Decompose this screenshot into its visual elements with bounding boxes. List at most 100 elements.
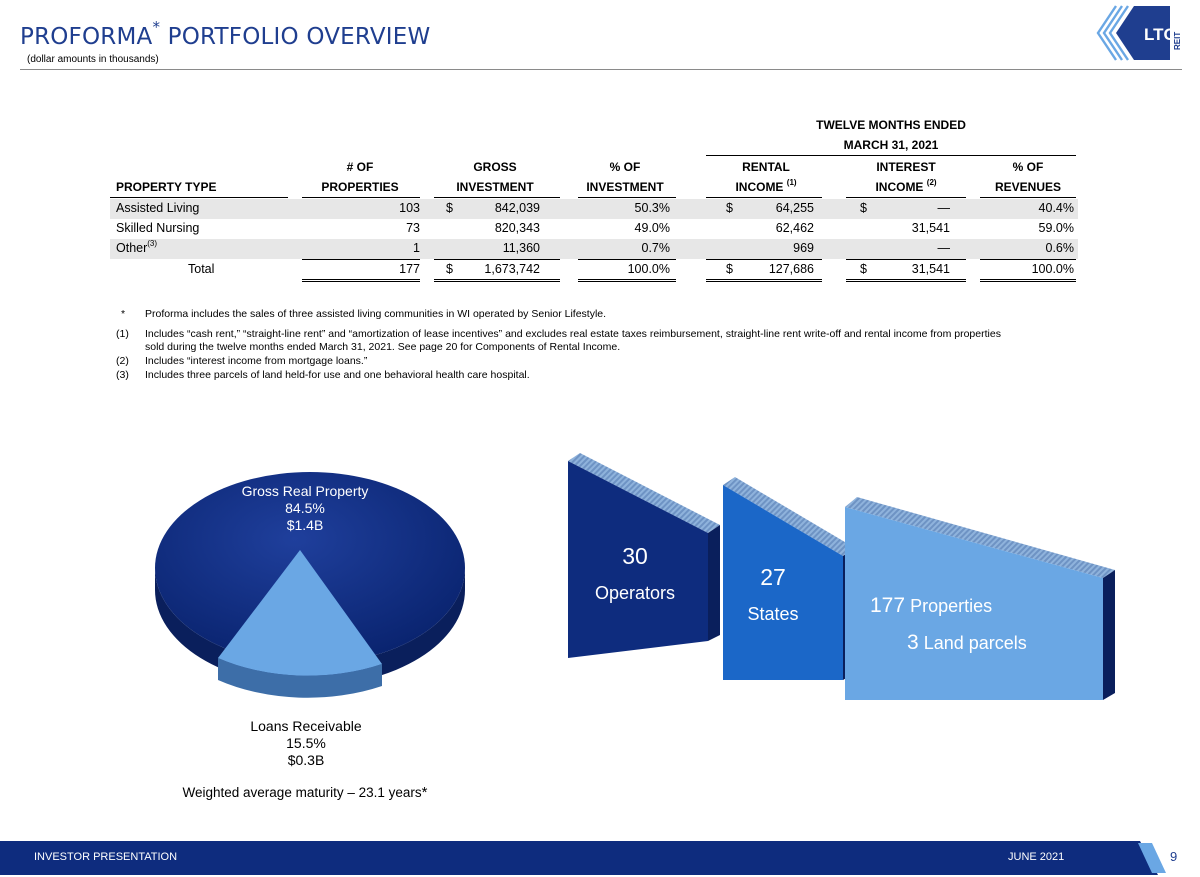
cell-interest-income: — [937, 241, 951, 255]
cell-pct-investment: 49.0% [634, 221, 670, 235]
footer-date: JUNE 2021 [1008, 851, 1065, 863]
properties-block-top [845, 497, 1115, 578]
col-header-interest-top: INTEREST [876, 160, 936, 174]
col-header-pct-top: % OF [609, 160, 641, 174]
operators-block-side [708, 525, 720, 641]
total-pct-investment: 100.0% [627, 262, 670, 276]
col-header-pct-investment: INVESTMENT [586, 180, 664, 194]
cell-pct-investment: 50.3% [634, 201, 670, 215]
header-underline [706, 197, 822, 198]
row-label-assisted-living: Assisted Living [116, 201, 200, 215]
col-header-rental-top: RENTAL [742, 160, 790, 174]
subtotal-rule [846, 259, 966, 260]
cell-rental-income: 64,255 [775, 201, 814, 215]
cell-dollar-sign: $ [860, 262, 867, 276]
footer-presentation-label: INVESTOR PRESENTATION [34, 851, 178, 863]
col-header-gross-investment: INVESTMENT [456, 180, 534, 194]
footnote-text: Proforma includes the sales of three ass… [145, 308, 607, 320]
cell-gross-investment: 820,343 [494, 221, 540, 235]
cell-interest-income: — [937, 201, 951, 215]
operators-label: Operators [594, 583, 676, 603]
cell-dollar-sign: $ [446, 262, 453, 276]
land-parcels-count: 3 [907, 631, 919, 654]
properties-label: Properties [910, 596, 993, 616]
footnote-mark: (2) [116, 355, 129, 367]
group-header-line1: TWELVE MONTHS ENDED [816, 118, 966, 132]
header-underline [980, 197, 1076, 198]
col-header-pct-revenues: REVENUES [994, 180, 1062, 194]
row-band [110, 199, 1078, 219]
operators-block-top [568, 453, 720, 533]
logo-text: LTC [1144, 25, 1176, 44]
col-header-interest-income: INCOME (2) [875, 178, 937, 194]
subtotal-rule [302, 259, 420, 260]
operators-block [568, 461, 708, 658]
header-underline [846, 197, 966, 198]
col-header-properties-top: # OF [346, 160, 374, 174]
header-underline [434, 197, 560, 198]
land-parcels-label: Land parcels [923, 633, 1027, 653]
subtotal-rule [578, 259, 676, 260]
total-pct-revenues: 100.0% [1031, 262, 1074, 276]
footnote-text: Includes “interest income from mortgage … [145, 355, 368, 367]
footer-bar [0, 841, 1166, 875]
pie-slice-loans-receivable [218, 550, 382, 676]
portfolio-table: TWELVE MONTHS ENDED MARCH 31, 2021 PROPE… [110, 0, 1078, 300]
total-gross-investment: 1,673,742 [484, 262, 540, 276]
footnote-text: Includes three parcels of land held-for … [145, 369, 530, 381]
cell-dollar-sign: $ [726, 262, 733, 276]
states-block [723, 485, 843, 680]
cell-gross-investment: 842,039 [494, 201, 540, 215]
total-interest-income: 31,541 [911, 262, 950, 276]
total-rental-income: 127,686 [768, 262, 814, 276]
properties-block-side [1103, 570, 1115, 700]
footnote-mark: (1) [116, 328, 129, 340]
cell-gross-investment: 11,360 [502, 241, 540, 255]
states-count: 27 [760, 564, 786, 590]
pie-label-gross-real-property: Gross Real Property 84.5% $1.4B [241, 483, 369, 533]
header-underline [578, 197, 676, 198]
cell-properties: 1 [413, 241, 420, 255]
cell-interest-income: 31,541 [911, 221, 950, 235]
states-block-top [723, 477, 855, 556]
title-divider [20, 69, 1182, 70]
page-title: PROFORMA* PORTFOLIO OVERVIEW [20, 18, 431, 50]
portfolio-stats-graphic [568, 453, 1115, 700]
total-double-rule [846, 279, 966, 282]
footnote-text: Includes “cash rent,” “straight-line ren… [145, 328, 1001, 353]
investment-pie-chart [155, 472, 465, 698]
header-underline [302, 197, 420, 198]
properties-stat: 177 Properties [870, 595, 1100, 617]
total-properties: 177 [399, 262, 420, 276]
row-label-other: Other(3) [116, 239, 158, 255]
pie-label-loans-receivable: Loans Receivable 15.5% $0.3B [250, 718, 362, 768]
col-header-property-type: PROPERTY TYPE [116, 180, 217, 194]
pie-side-loans [218, 658, 382, 698]
total-double-rule [578, 279, 676, 282]
footnote-mark: * [121, 308, 126, 320]
cell-dollar-sign: $ [726, 201, 733, 215]
footnote-mark: (3) [116, 369, 129, 381]
page-number: 9 [1170, 849, 1178, 864]
subtotal-rule [434, 259, 560, 260]
row-label-skilled-nursing: Skilled Nursing [116, 221, 200, 235]
group-header-line2: MARCH 31, 2021 [843, 138, 939, 152]
cell-rental-income: 62,462 [775, 221, 814, 235]
states-label: States [747, 604, 799, 624]
subtotal-rule [980, 259, 1076, 260]
cell-rental-income: 969 [793, 241, 814, 255]
group-header-rule [706, 155, 1076, 156]
total-double-rule [302, 279, 420, 282]
col-header-rental-income: INCOME (1) [735, 178, 797, 194]
cell-pct-investment: 0.7% [641, 241, 671, 255]
header-underline [110, 197, 288, 198]
cell-properties: 103 [399, 201, 420, 215]
row-band [110, 239, 1078, 259]
cell-pct-revenues: 40.4% [1038, 201, 1074, 215]
total-double-rule [434, 279, 560, 282]
subtotal-rule [706, 259, 822, 260]
col-header-gross-top: GROSS [473, 160, 517, 174]
weighted-average-maturity-note: Weighted average maturity – 23.1 years* [182, 784, 428, 801]
cell-dollar-sign: $ [446, 201, 453, 215]
cell-dollar-sign: $ [860, 201, 867, 215]
